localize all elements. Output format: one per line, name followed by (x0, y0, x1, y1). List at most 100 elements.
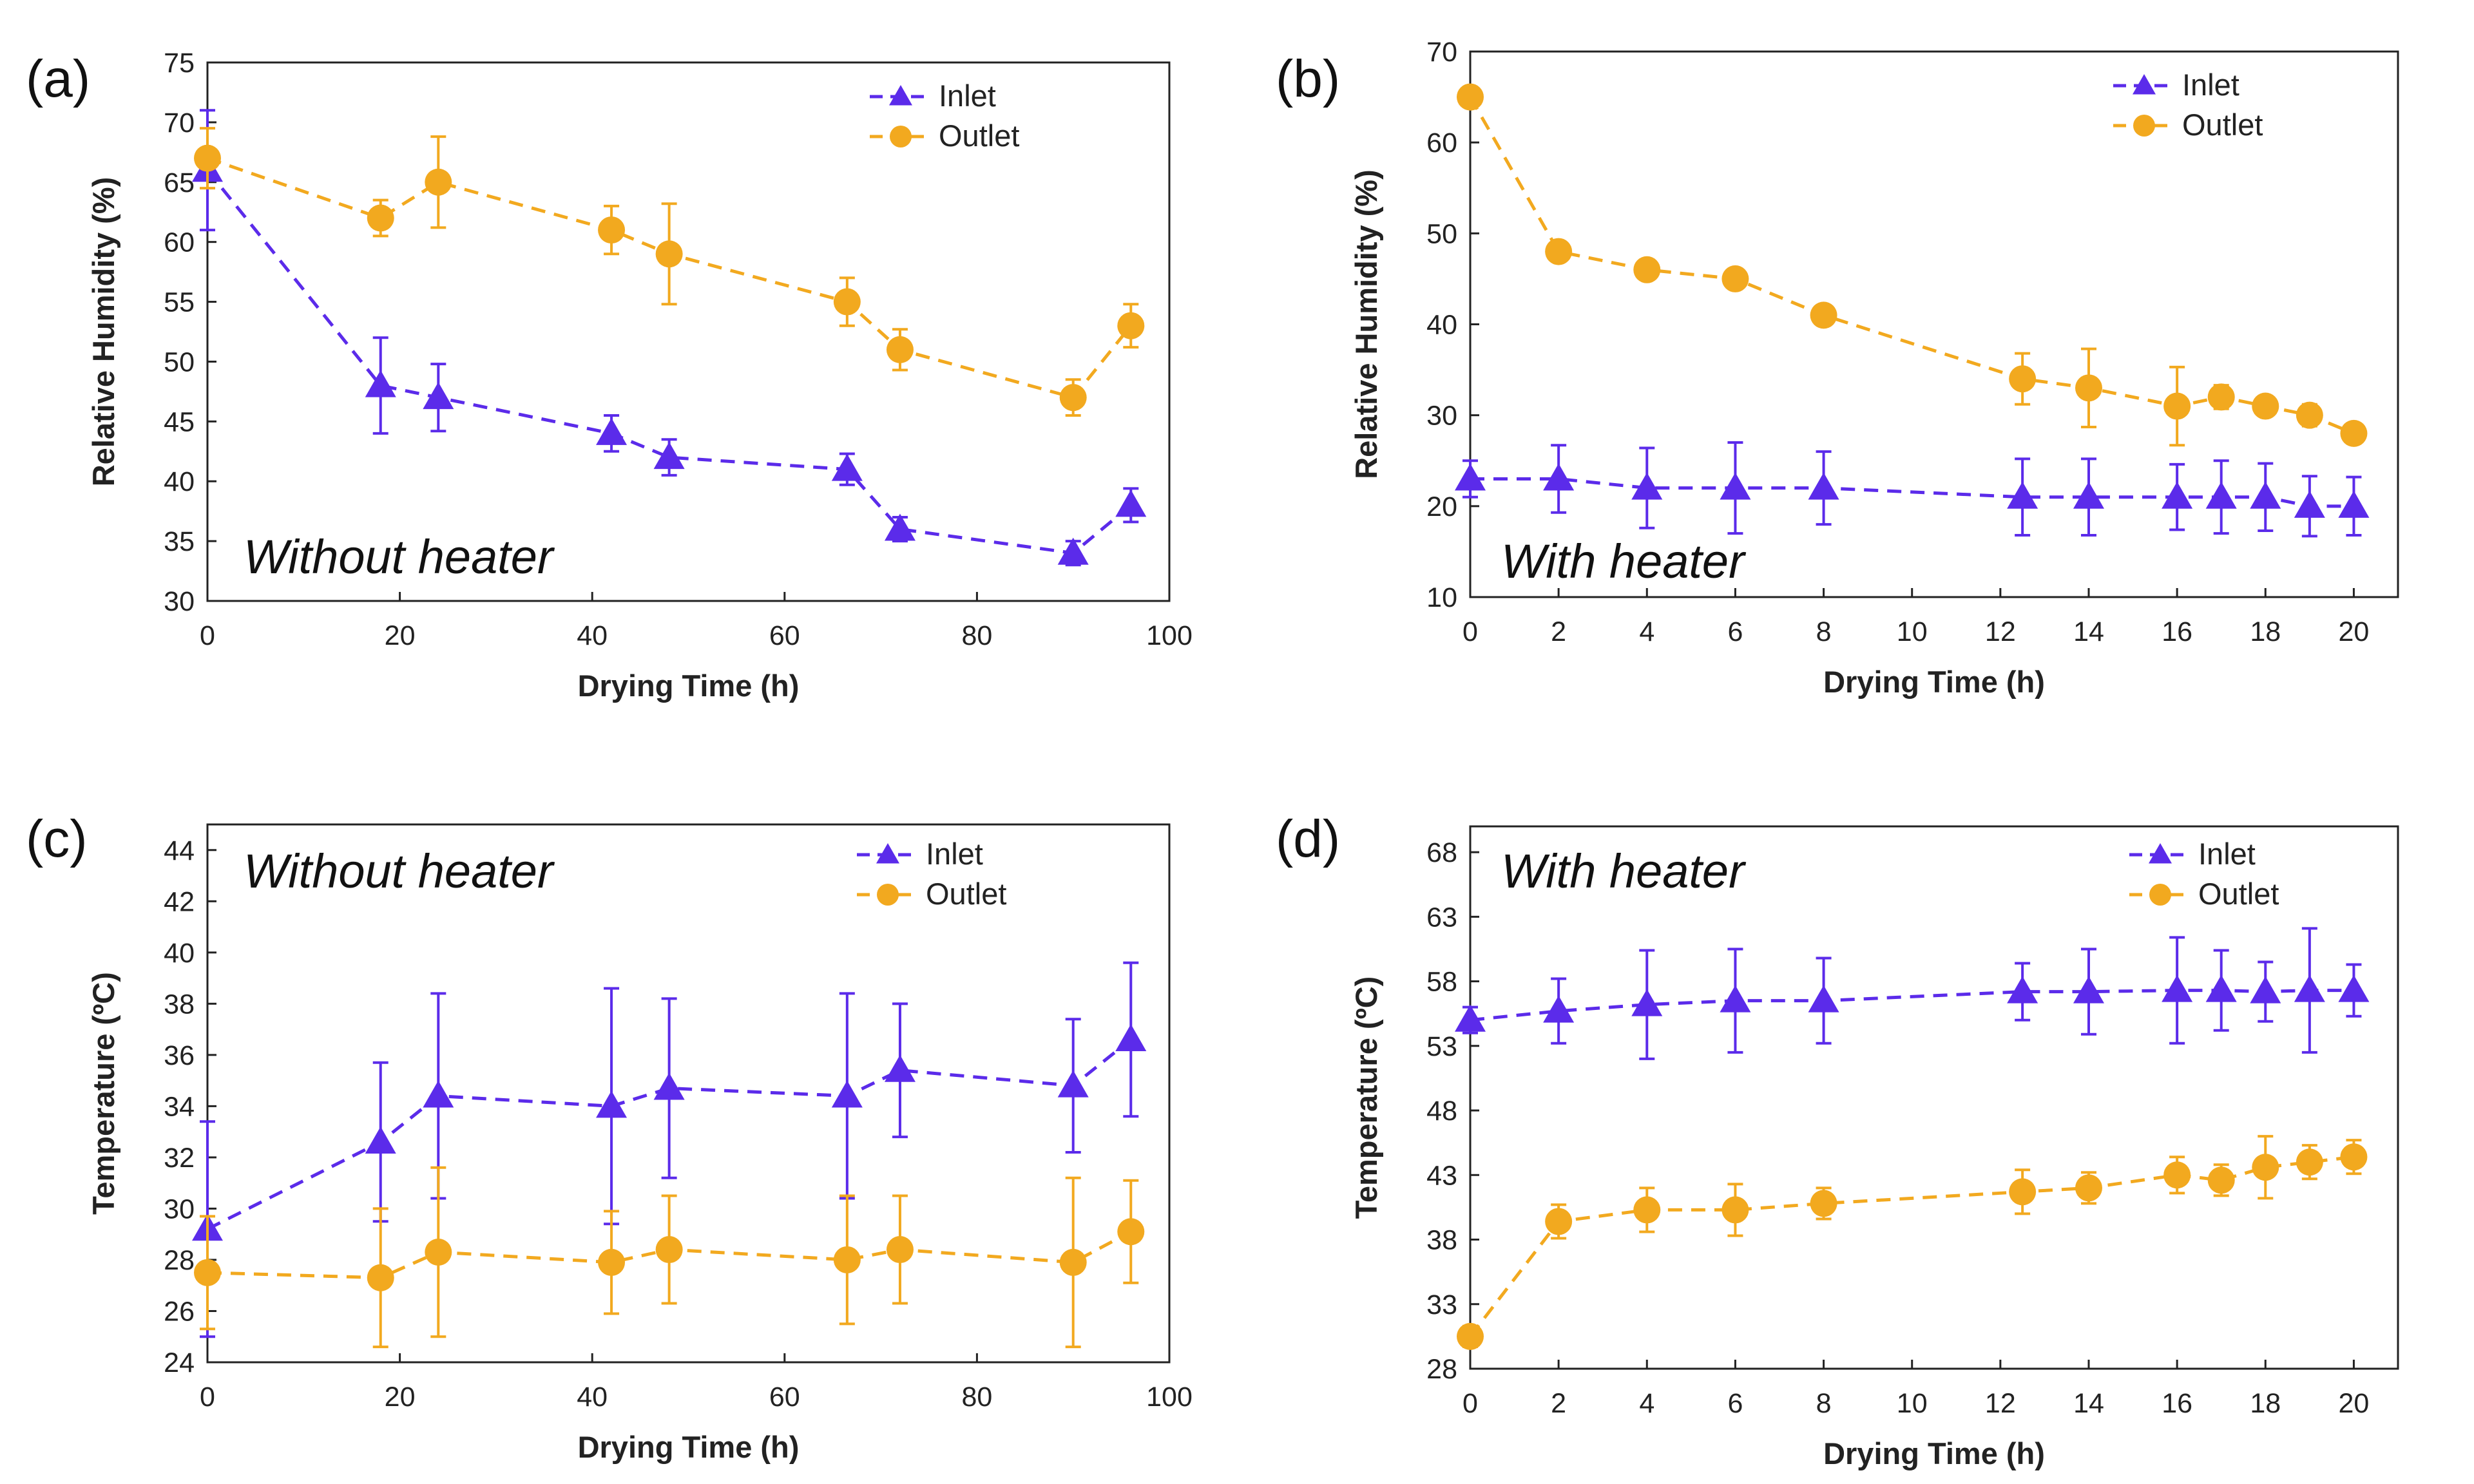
data-point-inlet (423, 1080, 454, 1108)
y-tick-label: 50 (1426, 218, 1457, 249)
data-point-outlet (2340, 1143, 2368, 1171)
data-point-outlet (2009, 365, 2037, 393)
plot-frame (206, 61, 1171, 602)
series-inlet (1455, 927, 2370, 1060)
data-point-inlet (2294, 975, 2325, 1002)
y-tick-label: 36 (164, 1040, 195, 1071)
data-point-outlet (2207, 383, 2235, 411)
series-outlet (1457, 83, 2368, 447)
plot-frame (1469, 825, 2399, 1370)
chart-panel-1: 30 35 40 45 50 55 60 65 70 75 0 20 40 60 80 100 Drying T… (26, 48, 1193, 703)
legend-label: Outlet (939, 119, 1019, 153)
data-point-outlet (655, 1236, 683, 1264)
series-line (1468, 96, 2355, 435)
y-tick-label: 45 (164, 406, 195, 437)
legend-label: Inlet (926, 837, 983, 871)
x-tick-label: 18 (2250, 1388, 2281, 1419)
data-point-outlet (886, 1236, 914, 1264)
x-tick-label: 0 (1462, 1388, 1478, 1419)
y-tick-label: 75 (164, 48, 195, 79)
x-tick-label: 20 (385, 620, 416, 651)
legend-marker-outlet (2133, 115, 2155, 137)
panel-label: (d) (1276, 810, 1340, 868)
legend-marker-inlet (889, 85, 912, 106)
series-line (1470, 989, 2354, 1022)
data-point-outlet (1633, 256, 1661, 283)
y-tick-label: 53 (1426, 1031, 1457, 1062)
legend-label: Inlet (2198, 837, 2256, 871)
data-point-outlet (1117, 1218, 1145, 1246)
x-tick-label: 20 (2339, 616, 2370, 647)
series-outlet (194, 1166, 1145, 1349)
plot-frame (206, 823, 1171, 1364)
data-point-outlet (598, 216, 626, 244)
legend-label: Inlet (2182, 68, 2239, 102)
y-tick-label: 28 (1426, 1354, 1457, 1385)
series-inlet (1455, 441, 2370, 538)
data-point-outlet (367, 204, 394, 232)
data-point-inlet (653, 1072, 685, 1100)
chart-panel-3: 24 26 28 30 32 34 36 38 40 42 44 0 20 40 60 80 100 Drying… (26, 810, 1193, 1464)
data-point-outlet (1059, 384, 1087, 412)
data-point-inlet (2162, 975, 2193, 1002)
legend-label: Outlet (2198, 877, 2279, 911)
data-point-outlet (2207, 1166, 2235, 1194)
y-tick-label: 63 (1426, 902, 1457, 933)
data-point-inlet (884, 1054, 916, 1082)
data-point-outlet (2252, 392, 2279, 420)
x-tick-label: 80 (961, 1382, 992, 1413)
data-point-outlet (2340, 419, 2368, 447)
y-tick-label: 20 (1426, 491, 1457, 522)
data-point-outlet (598, 1248, 626, 1276)
x-tick-label: 20 (385, 1382, 416, 1413)
data-point-inlet (1057, 1070, 1089, 1098)
y-tick-label: 55 (164, 287, 195, 318)
x-tick-label: 100 (1146, 620, 1193, 651)
x-tick-label: 12 (1985, 1388, 2016, 1419)
data-point-outlet (1059, 1248, 1087, 1276)
x-axis-title: Drying Time (h) (1823, 1436, 2045, 1470)
data-point-outlet (1117, 312, 1145, 339)
series-outlet (1457, 1135, 2368, 1350)
data-point-inlet (2205, 975, 2237, 1002)
x-tick-label: 16 (2162, 1388, 2192, 1419)
y-axis-title: Temperature (ºC) (1349, 976, 1383, 1219)
legend-label: Inlet (939, 79, 996, 113)
data-point-inlet (1720, 472, 1751, 500)
y-tick-label: 38 (164, 989, 195, 1020)
data-point-inlet (2162, 481, 2193, 509)
y-tick-label: 26 (164, 1296, 195, 1327)
data-point-inlet (2338, 490, 2370, 518)
x-tick-label: 10 (1897, 1388, 1928, 1419)
y-tick-label: 65 (164, 167, 195, 198)
data-point-inlet (2007, 481, 2038, 509)
series-line (1470, 477, 2354, 508)
y-tick-label: 32 (164, 1143, 195, 1174)
x-axis-title: Drying Time (h) (578, 669, 800, 703)
y-tick-label: 70 (1426, 37, 1457, 68)
data-point-outlet (2296, 1148, 2323, 1176)
condition-annotation: With heater (1501, 844, 1747, 898)
x-tick-label: 2 (1551, 616, 1566, 647)
x-tick-label: 8 (1816, 616, 1832, 647)
x-tick-label: 40 (577, 1382, 608, 1413)
data-point-inlet (365, 1127, 396, 1154)
legend-marker-inlet (876, 843, 899, 864)
data-point-inlet (1720, 985, 1751, 1013)
y-tick-label: 50 (164, 347, 195, 377)
data-point-outlet (1721, 265, 1749, 292)
x-tick-label: 80 (961, 620, 992, 651)
data-point-outlet (2296, 401, 2323, 429)
y-tick-label: 42 (164, 886, 195, 917)
data-point-outlet (655, 240, 683, 268)
y-tick-label: 60 (164, 227, 195, 258)
series-line (206, 1038, 1132, 1231)
data-point-outlet (1545, 1208, 1573, 1235)
y-tick-label: 38 (1426, 1225, 1457, 1256)
y-axis-title: Temperature (ºC) (86, 972, 120, 1215)
data-point-inlet (423, 382, 454, 410)
legend-label: Outlet (926, 877, 1006, 911)
y-tick-label: 68 (1426, 837, 1457, 868)
y-tick-label: 35 (164, 526, 195, 557)
data-point-inlet (2250, 481, 2281, 509)
